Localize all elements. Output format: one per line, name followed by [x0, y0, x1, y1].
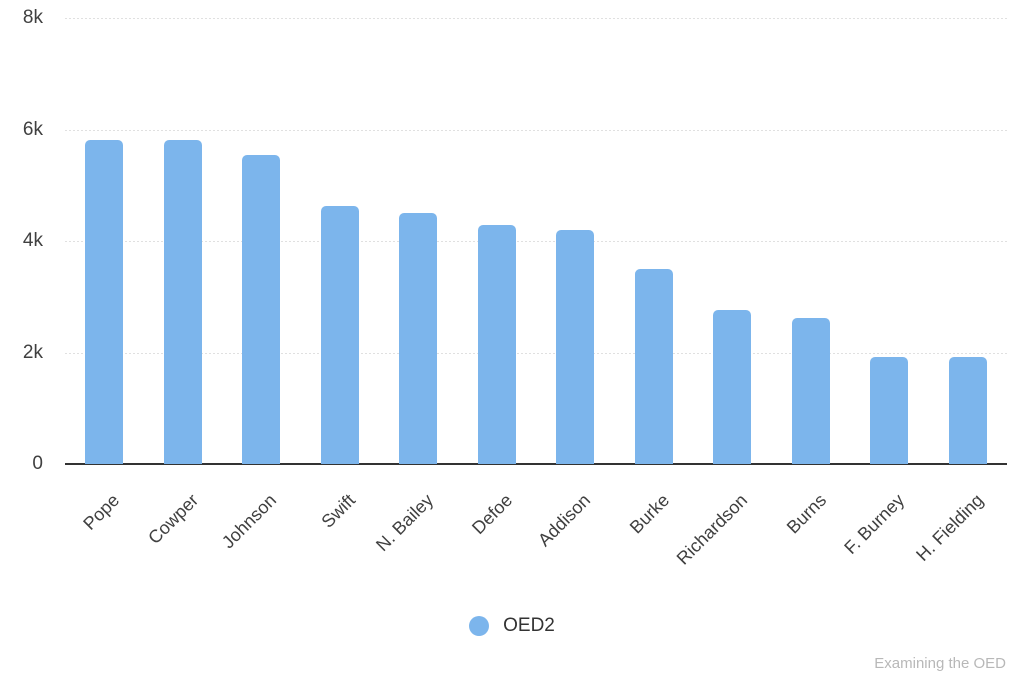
x-axis-category-label: N. Bailey [372, 490, 438, 556]
bar-f-burney[interactable] [870, 356, 909, 464]
gridline-4k [65, 241, 1007, 242]
x-axis-line [65, 463, 1007, 465]
x-axis-category-label: H. Fielding [911, 490, 987, 565]
bar-swift[interactable] [320, 206, 359, 464]
x-axis-category-label: Swift [317, 490, 359, 532]
bar-johnson[interactable] [242, 155, 281, 464]
x-axis-category-label: Defoe [467, 490, 516, 539]
legend-item-oed2[interactable]: OED2 [469, 615, 555, 637]
plot-area [65, 18, 1007, 465]
bar-richardson[interactable] [713, 309, 752, 464]
y-axis-tick-label: 6k [22, 118, 43, 140]
watermark: Examining the OED [874, 655, 1006, 672]
y-axis-tick-label: 2k [22, 341, 43, 363]
x-axis-category-label: Addison [534, 490, 595, 551]
x-axis-category-label: Cowper [143, 490, 202, 549]
bar-cowper[interactable] [163, 140, 202, 464]
y-axis-tick-label: 4k [22, 230, 43, 251]
x-axis-category-label: Pope [79, 490, 124, 534]
bar-defoe[interactable] [477, 225, 516, 464]
bar-pope[interactable] [85, 140, 124, 464]
gridline-6k [65, 129, 1007, 131]
x-axis-category-label: Richardson [672, 490, 752, 569]
gridline-2k [65, 352, 1007, 354]
gridline-8k [65, 18, 1007, 19]
series-marker-icon [469, 616, 490, 636]
x-axis-category-label: F. Burney [840, 490, 909, 558]
legend: OED2 [0, 615, 1024, 637]
bar-addison[interactable] [556, 230, 595, 464]
x-axis-category-label: Burns [782, 490, 830, 538]
bar-burke[interactable] [634, 269, 673, 464]
y-axis-tick-label: 0 [32, 453, 43, 474]
bar-n-bailey[interactable] [399, 213, 438, 464]
x-axis-category-label: Johnson [218, 490, 281, 553]
legend-label: OED2 [503, 615, 555, 636]
bar-h-fielding[interactable] [948, 356, 987, 464]
bar-burns[interactable] [791, 318, 830, 464]
x-axis-category-label: Burke [625, 490, 673, 538]
y-axis-tick-label: 8k [22, 7, 43, 28]
